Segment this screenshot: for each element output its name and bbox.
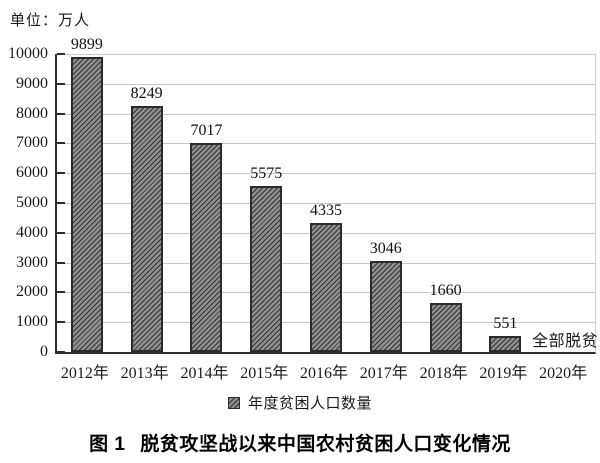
category-slot: 4335: [296, 54, 356, 352]
y-tick: [57, 321, 65, 324]
bar: [369, 261, 402, 352]
y-tick: [57, 53, 65, 55]
gridline: [57, 173, 595, 175]
bars: 9899 8249 7017 5575 4335 3046 1660 551 全部脱贫: [57, 36, 599, 352]
bar: [70, 57, 103, 352]
gridline: [57, 203, 595, 204]
y-tick-label: 6000: [16, 164, 48, 182]
bar-value-label: 3046: [369, 240, 402, 258]
x-tick-label: 2017年: [359, 365, 408, 382]
gridline: [57, 143, 595, 145]
y-tick-label: 3000: [16, 253, 48, 271]
category-slot: 8249: [117, 54, 177, 352]
bar: [310, 222, 343, 352]
y-tick-label: 1000: [16, 313, 48, 331]
category-slot: 9899: [57, 36, 117, 352]
bar-value-label: 1660: [429, 281, 462, 299]
x-tick-label: 2012年: [60, 365, 109, 382]
gridline: [57, 83, 595, 85]
category-slot: 3046: [356, 54, 416, 352]
y-tick-label: 10000: [8, 45, 48, 62]
x-axis-labels: 2012年 2013年 2014年 2015年 2016年 2017年 2018年 2019年…: [55, 359, 593, 383]
y-tick: [57, 231, 65, 234]
unit-label: 单位：万人: [10, 13, 91, 29]
bar-value-label: 5575: [250, 164, 283, 182]
y-tick: [57, 291, 65, 294]
category-slot: 1660: [416, 54, 476, 352]
x-tick-label: 2013年: [120, 365, 169, 382]
figure-caption-prefix: 图 1: [89, 434, 126, 455]
annotation-text: 全部脱贫: [532, 333, 599, 350]
legend: 年度贫困人口数量: [0, 392, 600, 413]
y-tick: [57, 202, 65, 204]
y-tick: [57, 112, 65, 115]
x-tick-label: 2016年: [300, 365, 349, 382]
y-tick: [57, 261, 65, 264]
category-slot: 7017: [177, 54, 237, 352]
x-tick-label: 2019年: [479, 365, 528, 382]
bar-value-label: 4335: [310, 201, 343, 219]
gridline: [57, 54, 595, 55]
bar: [190, 142, 223, 352]
y-tick-label: 5000: [16, 194, 48, 211]
bar: [429, 302, 462, 352]
bar-value-label: 7017: [190, 121, 223, 139]
bar-value-label: 9899: [70, 36, 103, 54]
x-tick-label: 2014年: [180, 365, 229, 382]
figure-caption: 图 1 脱贫攻坚战以来中国农村贫困人口变化情况: [0, 429, 600, 456]
y-tick-label: 4000: [16, 223, 48, 241]
category-slot: 全部脱贫: [532, 54, 599, 352]
gridline: [57, 113, 595, 115]
figure-caption-text: 脱贫攻坚战以来中国农村贫困人口变化情况: [140, 434, 511, 455]
y-tick-label: 8000: [16, 104, 48, 122]
x-tick-label: 2018年: [419, 365, 468, 382]
bar-value-label: 8249: [130, 85, 163, 103]
y-tick: [57, 82, 65, 85]
bar: [250, 185, 283, 352]
x-tick-label: 2020年: [539, 365, 588, 382]
y-tick: [57, 172, 65, 175]
category-slot: 551: [475, 54, 535, 352]
plot-area: 9899 8249 7017 5575 4335 3046 1660 551 全部脱贫: [55, 36, 599, 354]
bar: [489, 335, 522, 352]
y-axis-labels: 0 1000 2000 3000 4000 5000 6000 7000 8000 9000 100…: [0, 45, 48, 360]
y-tick-label: 2000: [16, 283, 48, 301]
y-tick: [57, 142, 65, 145]
x-tick-label: 2015年: [240, 365, 289, 382]
hatched-square-legend-icon: [227, 396, 240, 409]
y-tick-label: 9000: [16, 74, 48, 92]
bar-value-label: 551: [493, 314, 518, 332]
category-slot: 5575: [236, 54, 296, 352]
y-tick-label: 7000: [16, 134, 48, 152]
legend-label: 年度贫困人口数量: [247, 396, 372, 412]
bar: [130, 106, 163, 352]
y-tick: [57, 351, 65, 353]
y-tick-label: 0: [40, 343, 48, 360]
